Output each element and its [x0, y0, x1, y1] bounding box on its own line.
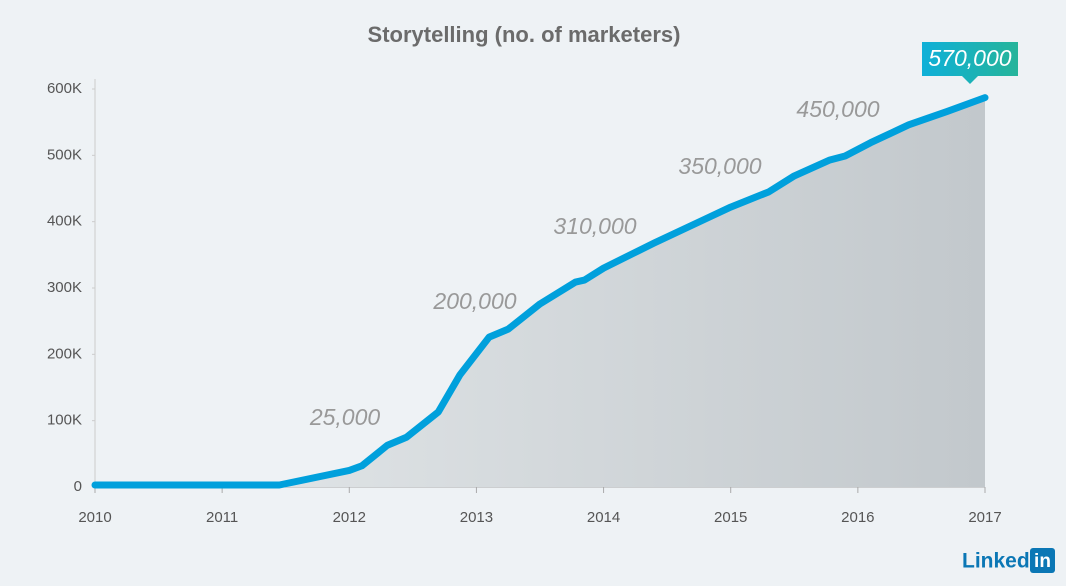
- x-tick-label: 2017: [968, 509, 1001, 526]
- annotation: 310,000: [553, 213, 636, 239]
- x-tick-label: 2010: [78, 509, 111, 526]
- x-tick-label: 2015: [714, 509, 747, 526]
- y-tick-label: 400K: [47, 213, 82, 230]
- y-tick-label: 500K: [47, 146, 82, 163]
- logo-text: Linked: [962, 550, 1030, 573]
- x-tick-label: 2011: [206, 509, 238, 526]
- x-tick-label: 2016: [841, 509, 874, 526]
- y-tick-label: 100K: [47, 412, 82, 429]
- annotation: 350,000: [678, 153, 761, 179]
- callout-label: 570,000: [928, 45, 1011, 71]
- x-tick-label: 2012: [333, 509, 366, 526]
- y-tick-label: 200K: [47, 345, 82, 362]
- logo-badge: in: [1034, 551, 1051, 572]
- logo-badge-box: [1030, 548, 1055, 573]
- x-tick-label: 2013: [460, 509, 493, 526]
- annotation: 450,000: [796, 96, 879, 122]
- annotation: 200,000: [432, 288, 516, 314]
- y-tick-label: 0: [74, 478, 82, 495]
- y-tick-label: 600K: [47, 80, 82, 97]
- callout-box: [922, 42, 1018, 84]
- chart-title: Storytelling (no. of marketers): [368, 22, 681, 47]
- annotation: 25,000: [309, 404, 381, 430]
- y-tick-label: 300K: [47, 279, 82, 296]
- x-tick-label: 2014: [587, 509, 620, 526]
- line: [91, 94, 989, 489]
